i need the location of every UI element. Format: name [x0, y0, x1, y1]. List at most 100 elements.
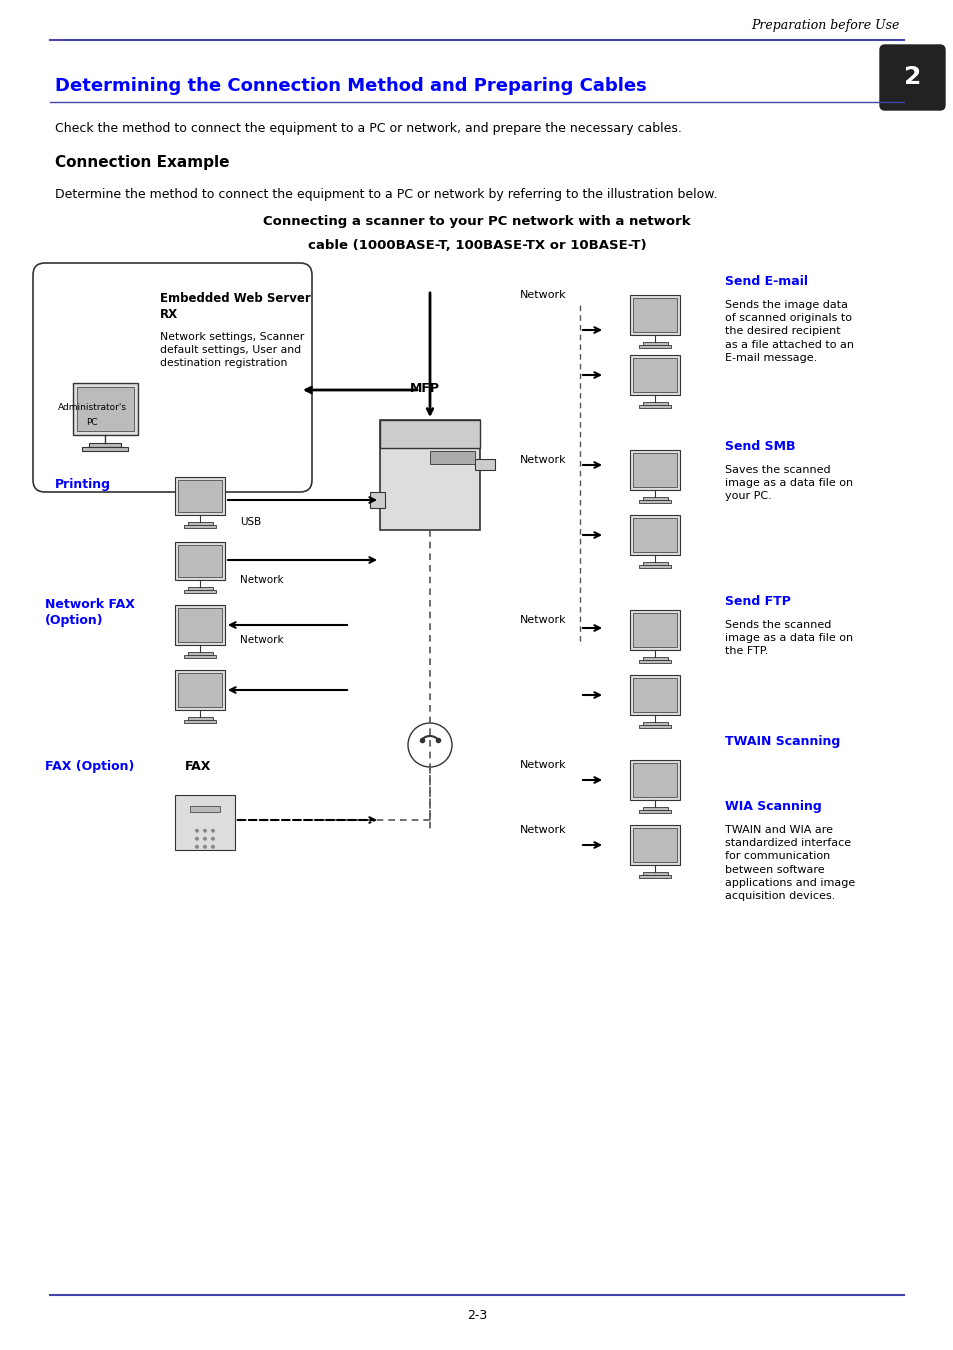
Bar [174, 605, 225, 645]
Bar [629, 825, 679, 865]
Bar [76, 387, 133, 431]
Bar [629, 355, 679, 396]
Text: Network: Network [519, 455, 566, 464]
Bar [639, 346, 671, 348]
Bar [641, 722, 667, 725]
Bar [633, 518, 677, 552]
Circle shape [203, 829, 207, 833]
Text: 2: 2 [902, 66, 921, 89]
Bar [184, 525, 216, 528]
Bar [629, 760, 679, 801]
Bar [629, 450, 679, 490]
Bar [639, 875, 671, 879]
Bar [633, 828, 677, 863]
Circle shape [194, 829, 199, 833]
Text: Network: Network [519, 825, 566, 836]
Text: Network: Network [240, 634, 283, 645]
Text: cable (1000BASE-T, 100BASE-TX or 10BASE-T): cable (1000BASE-T, 100BASE-TX or 10BASE-… [308, 239, 645, 252]
Text: Network settings, Scanner
default settings, User and
destination registration: Network settings, Scanner default settin… [160, 332, 304, 369]
Circle shape [203, 837, 207, 841]
Text: FAX: FAX [185, 760, 212, 774]
Bar [379, 420, 479, 531]
Bar [629, 514, 679, 555]
Bar [633, 298, 677, 332]
Circle shape [203, 845, 207, 849]
Text: Network: Network [240, 575, 283, 585]
Bar [174, 670, 225, 710]
Text: Sends the scanned
image as a data file on
the FTP.: Sends the scanned image as a data file o… [724, 620, 852, 656]
Text: FAX (Option): FAX (Option) [45, 760, 134, 774]
Bar [633, 763, 677, 796]
Circle shape [194, 837, 199, 841]
Bar [188, 717, 213, 720]
Bar [641, 402, 667, 405]
Text: Network FAX
(Option): Network FAX (Option) [45, 598, 134, 626]
Text: USB: USB [240, 517, 261, 526]
Bar [639, 810, 671, 813]
Text: Network: Network [519, 760, 566, 770]
Bar [184, 720, 216, 724]
Bar [178, 545, 222, 576]
Bar [178, 481, 222, 512]
Bar [174, 477, 225, 514]
Bar [89, 443, 121, 447]
Bar [184, 590, 216, 593]
Bar [639, 725, 671, 728]
Bar [639, 660, 671, 663]
Bar [178, 608, 222, 643]
Bar [475, 459, 495, 470]
Bar [174, 541, 225, 580]
Text: Preparation before Use: Preparation before Use [751, 19, 899, 32]
Bar [641, 562, 667, 566]
Text: MFP: MFP [410, 382, 439, 396]
Text: Embedded Web Server
RX: Embedded Web Server RX [160, 292, 311, 321]
Bar [72, 383, 137, 435]
Text: TWAIN and WIA are
standardized interface
for communication
between software
appl: TWAIN and WIA are standardized interface… [724, 825, 854, 900]
Text: 2-3: 2-3 [466, 1310, 487, 1322]
Bar [633, 454, 677, 487]
FancyBboxPatch shape [879, 45, 944, 109]
Bar [178, 674, 222, 707]
Bar [188, 587, 213, 590]
FancyBboxPatch shape [33, 263, 312, 491]
Circle shape [211, 829, 214, 833]
Text: Send E-mail: Send E-mail [724, 275, 807, 288]
Text: Administrator's: Administrator's [57, 404, 127, 413]
Text: Send FTP: Send FTP [724, 595, 790, 608]
Bar [629, 296, 679, 335]
Bar [633, 613, 677, 647]
Bar [629, 675, 679, 716]
Circle shape [211, 837, 214, 841]
Bar [633, 358, 677, 391]
Bar [174, 795, 234, 850]
Text: Printing: Printing [55, 478, 111, 491]
Text: Determining the Connection Method and Preparing Cables: Determining the Connection Method and Pr… [55, 77, 646, 95]
Bar [641, 497, 667, 501]
Bar [82, 447, 128, 451]
Bar [639, 405, 671, 408]
Bar [639, 501, 671, 504]
Bar [370, 491, 385, 508]
Bar [379, 420, 479, 447]
Bar [641, 342, 667, 346]
Bar [639, 566, 671, 568]
Text: Network: Network [519, 616, 566, 625]
Bar [184, 655, 216, 659]
Bar [188, 522, 213, 525]
Text: Network: Network [519, 290, 566, 300]
Bar [633, 678, 677, 711]
Bar [190, 806, 220, 811]
Text: Sends the image data
of scanned originals to
the desired recipient
as a file att: Sends the image data of scanned original… [724, 300, 853, 363]
Bar [641, 657, 667, 660]
Circle shape [408, 724, 452, 767]
Text: WIA Scanning: WIA Scanning [724, 801, 821, 813]
Bar [188, 652, 213, 655]
Text: Connection Example: Connection Example [55, 155, 230, 170]
Text: Determine the method to connect the equipment to a PC or network by referring to: Determine the method to connect the equi… [55, 188, 717, 201]
Text: Check the method to connect the equipment to a PC or network, and prepare the ne: Check the method to connect the equipmen… [55, 122, 681, 135]
Bar [641, 807, 667, 810]
Bar [430, 451, 475, 464]
Bar [641, 872, 667, 875]
Text: Connecting a scanner to your PC network with a network: Connecting a scanner to your PC network … [263, 215, 690, 228]
Circle shape [194, 845, 199, 849]
